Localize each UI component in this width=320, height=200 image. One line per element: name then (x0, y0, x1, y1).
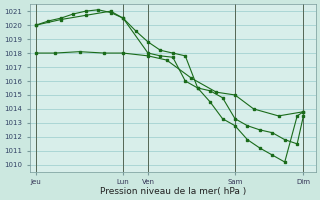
X-axis label: Pression niveau de la mer( hPa ): Pression niveau de la mer( hPa ) (100, 187, 246, 196)
